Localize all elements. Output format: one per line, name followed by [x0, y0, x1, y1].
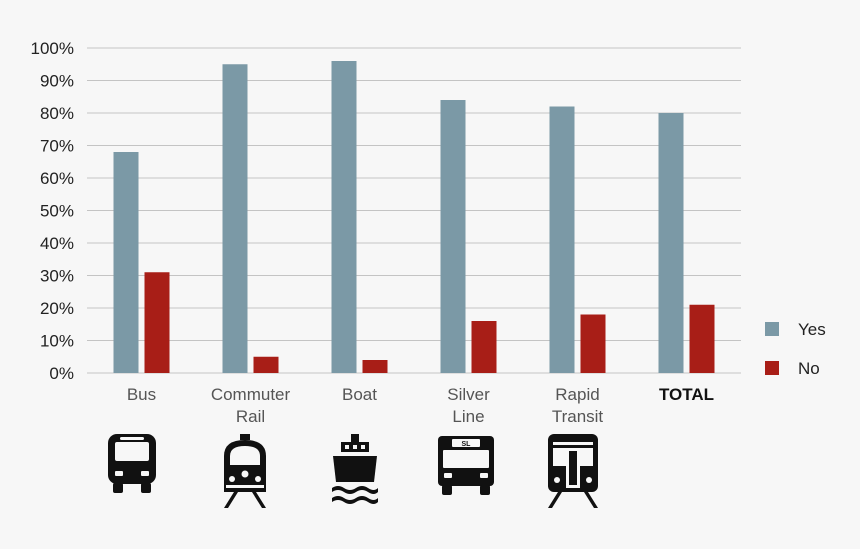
y-tick-label: 30% — [40, 267, 74, 286]
bar-no-3 — [471, 321, 497, 373]
x-axis-category-labels: Bus Commuter Rail Boat Silver Line Rapid Transi… — [127, 385, 714, 426]
bar-yes-1 — [222, 64, 248, 373]
legend-label-yes: Yes — [798, 320, 826, 339]
bar-yes-5 — [658, 113, 684, 373]
bar-no-0 — [144, 272, 170, 373]
y-tick-label: 40% — [40, 234, 74, 253]
y-tick-label: 80% — [40, 104, 74, 123]
silver-line-bus-icon: SL — [438, 436, 494, 495]
y-tick-label: 20% — [40, 299, 74, 318]
silver-line-badge: SL — [462, 441, 472, 448]
y-tick-label: 10% — [40, 332, 74, 351]
legend-swatch-yes — [765, 322, 779, 336]
bar-no-4 — [580, 314, 606, 373]
y-tick-label: 70% — [40, 137, 74, 156]
x-category-label: Rapid Transit — [552, 385, 604, 426]
commuter-rail-icon — [224, 434, 266, 508]
bars — [113, 61, 715, 373]
y-tick-label: 60% — [40, 169, 74, 188]
y-tick-label: 50% — [40, 202, 74, 221]
boat-icon — [332, 434, 378, 504]
legend: Yes No — [765, 320, 826, 378]
x-category-label: Commuter Rail — [211, 385, 291, 426]
bar-no-1 — [253, 356, 279, 373]
rapid-transit-icon — [548, 434, 598, 508]
transit-icons: SL — [108, 434, 598, 508]
y-tick-label: 100% — [31, 39, 74, 58]
bar-yes-4 — [549, 106, 575, 373]
y-axis-tick-labels: 0% 10% 20% 30% 40% 50% 60% 70% 80% 90% 100% — [31, 39, 74, 383]
y-tick-label: 0% — [49, 364, 74, 383]
bar-no-2 — [362, 360, 388, 373]
legend-swatch-no — [765, 361, 779, 375]
y-tick-label: 90% — [40, 72, 74, 91]
x-category-label: Silver Line — [447, 385, 490, 426]
bar-no-5 — [689, 304, 715, 373]
x-category-label: TOTAL — [659, 385, 714, 404]
bar-yes-2 — [331, 61, 357, 373]
x-category-label: Boat — [342, 385, 377, 404]
gridlines — [87, 47, 741, 374]
x-category-label: Bus — [127, 385, 156, 404]
bar-yes-0 — [113, 152, 139, 373]
bus-icon — [108, 434, 156, 493]
bar-yes-3 — [440, 100, 466, 373]
legend-label-no: No — [798, 359, 820, 378]
